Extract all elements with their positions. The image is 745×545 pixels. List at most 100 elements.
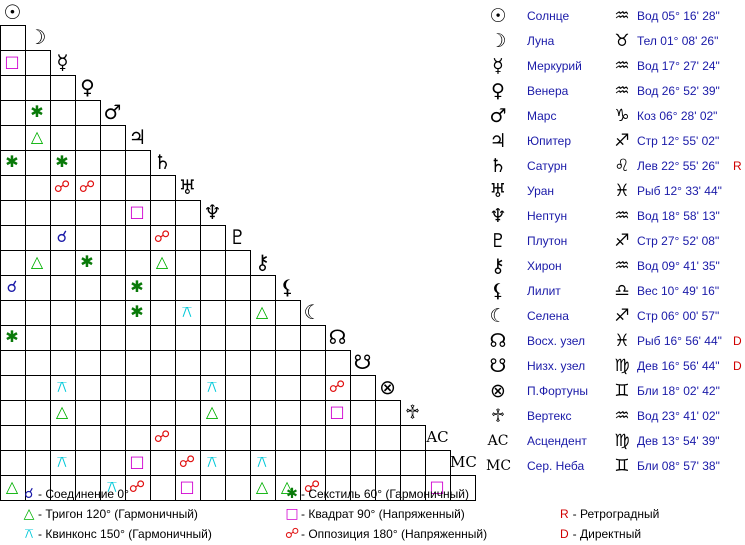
grid-cell [150, 300, 176, 326]
planet-symbol-icon: MC [486, 458, 512, 474]
grid-cell [75, 100, 101, 126]
planet-row: MC Сер. Неба ♊ Бли 08° 57' 38" [482, 454, 745, 479]
grid-cell [250, 350, 276, 376]
aspect-grid: ☉ ☽ ☿ ♀ ♂ ♃ ♄ ♅ ♆ ♇ ⚷ ⚸ ☾ ☊ ☋ ⊗ ♱ AC MC □ ✱ △ ✱ ✱ ☍ ☍ □ ☌ ☍ △ ✱ △ ☌ ✱ ✱ ⚻ △ ✱… [0, 0, 477, 501]
aspect-trine-mark: △ [30, 127, 44, 146]
zodiac-sign-icon: ♐ [614, 306, 630, 326]
planet-position: Тел 01° 08' 26" [637, 34, 719, 48]
planet-row: ♅ Уран ♓ Рыб 12° 33' 44" [482, 179, 745, 204]
grid-cell [75, 275, 101, 301]
grid-cell [275, 400, 301, 426]
planet-position: Стр 27° 52' 08" [637, 234, 720, 248]
aspect-opp-mark: ☍ [53, 177, 71, 196]
planet-name: Юпитер [527, 134, 572, 148]
zodiac-sign-icon: ♒ [614, 206, 630, 226]
zodiac-sign-icon: ♊ [614, 381, 630, 401]
zodiac-sign-icon: ♑ [614, 106, 630, 126]
grid-cell [225, 375, 251, 401]
grid-cell [125, 425, 151, 451]
legend-flag-code: D [560, 527, 569, 541]
planet-name: Асцендент [527, 434, 587, 448]
zodiac-sign-icon: ♒ [614, 81, 630, 101]
planet-symbol-icon: ♆ [489, 205, 507, 227]
grid-cell [275, 325, 301, 351]
grid-cell [275, 375, 301, 401]
zodiac-sign-icon: ♐ [614, 131, 630, 151]
aspect-opp-mark: ☍ [78, 177, 96, 196]
planet-name: Селена [527, 309, 569, 323]
diagonal-planet-glyph: ♂ [103, 100, 122, 124]
aspect-sext-mark: ✱ [30, 102, 44, 121]
grid-cell [350, 375, 376, 401]
grid-cell [375, 425, 401, 451]
grid-cell [200, 250, 226, 276]
aspect-trine-mark: △ [280, 477, 294, 496]
grid-cell [0, 250, 26, 276]
grid-cell [225, 325, 251, 351]
diagonal-planet-glyph: ☽ [28, 25, 47, 49]
grid-cell [325, 425, 351, 451]
aspect-trine-mark: △ [155, 252, 169, 271]
grid-cell [0, 350, 26, 376]
grid-cell [25, 375, 51, 401]
grid-cell [300, 375, 326, 401]
legend-item-quinc: ⚻ - Квинконс 150° (Гармоничный) [22, 524, 212, 544]
grid-cell [50, 250, 76, 276]
grid-cell [75, 350, 101, 376]
grid-cell [50, 100, 76, 126]
aspect-trine-mark: △ [255, 477, 269, 496]
grid-cell [300, 400, 326, 426]
aspect-square-mark: □ [129, 202, 145, 221]
grid-cell [100, 375, 126, 401]
planet-position: Вод 09° 41' 35" [637, 259, 720, 273]
grid-cell [0, 450, 26, 476]
legend-opp-icon: ☍ [285, 526, 300, 542]
diagonal-planet-glyph: ♆ [203, 200, 222, 224]
legend-trine-icon: △ [23, 506, 35, 522]
planet-symbol-icon: ⚸ [491, 280, 505, 302]
grid-cell [150, 275, 176, 301]
diagonal-planet-glyph: MC [450, 453, 477, 471]
zodiac-sign-icon: ♐ [614, 231, 630, 251]
planet-symbol-icon: AC [487, 433, 509, 449]
legend-item-square: □ - Квадрат 90° (Напряженный) [285, 504, 464, 524]
grid-cell [0, 200, 26, 226]
zodiac-sign-icon: ♓ [614, 181, 630, 201]
planet-position: Вод 17° 27' 24" [637, 59, 720, 73]
aspect-quinc-mark: ⚻ [106, 477, 118, 496]
diagonal-planet-glyph: ☋ [353, 350, 372, 374]
planet-row: ⊗ П.Фортуны ♊ Бли 18° 02' 42" [482, 379, 745, 404]
planet-position: Стр 06° 00' 57" [637, 309, 720, 323]
diagonal-planet-glyph: ⚷ [255, 250, 270, 274]
legend-item-sext: ✱ - Секстиль 60° (Гармоничный) [285, 484, 469, 504]
aspect-square-mark: □ [4, 52, 20, 71]
planet-name: Уран [527, 184, 555, 198]
legend-item-trine: △ - Тригон 120° (Гармоничный) [22, 504, 198, 524]
planet-row: ☋ Низх. узел ♍ Дев 16° 56' 44" D [482, 354, 745, 379]
grid-cell [175, 400, 201, 426]
planet-symbol-icon: ⊗ [490, 380, 506, 402]
grid-cell [250, 375, 276, 401]
grid-cell [0, 75, 26, 101]
zodiac-sign-icon: ♒ [614, 406, 630, 426]
grid-cell [325, 350, 351, 376]
grid-cell [75, 400, 101, 426]
grid-cell [25, 325, 51, 351]
grid-cell [150, 175, 176, 201]
legend-label: - Оппозиция 180° (Напряженный) [301, 527, 488, 541]
diagonal-planet-glyph: ⚸ [280, 275, 295, 299]
diagonal-planet-glyph: ☿ [56, 50, 69, 74]
grid-cell [50, 125, 76, 151]
planet-name: П.Фортуны [527, 384, 589, 398]
aspect-trine-mark: △ [55, 402, 69, 421]
grid-cell [125, 325, 151, 351]
grid-cell [75, 450, 101, 476]
grid-cell [125, 400, 151, 426]
grid-cell [100, 425, 126, 451]
planet-name: Сер. Неба [527, 459, 585, 473]
grid-cell [125, 350, 151, 376]
aspect-opp-mark: ☍ [153, 427, 171, 446]
planet-name: Плутон [527, 234, 568, 248]
grid-cell [350, 450, 376, 476]
planet-name: Сатурн [527, 159, 568, 173]
